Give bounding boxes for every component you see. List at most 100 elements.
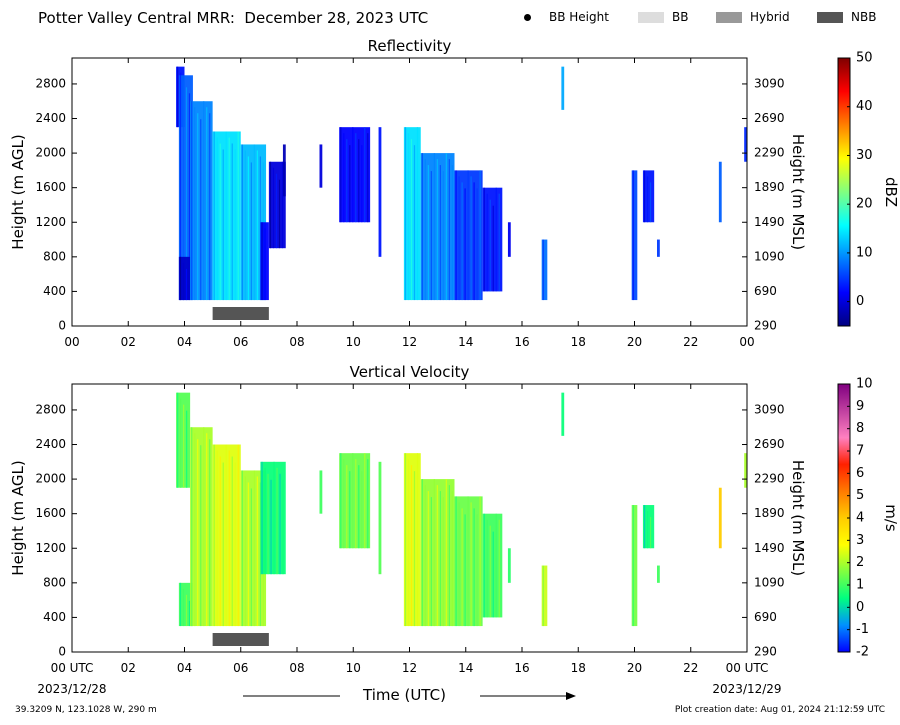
panel2-data-column-1-strip-1 xyxy=(182,588,185,627)
panel2-data-column-7-strip-7 xyxy=(361,471,363,549)
panel2-data-column-12-strip-5 xyxy=(498,519,500,618)
panel1-data-column-6-strip-0 xyxy=(261,222,263,301)
panel1-data-column-8 xyxy=(282,144,286,197)
panel2-data-column-9 xyxy=(403,453,421,627)
panel2-data-column-4-strip-5 xyxy=(256,476,258,627)
panel1-data-column-15-strip-0 xyxy=(483,187,485,292)
legend-nbb-label: NBB xyxy=(851,10,877,24)
panel1-ytick-label-1: 400 xyxy=(43,284,66,298)
panel1-data-column-4-strip-3 xyxy=(222,149,224,301)
panel2-xtick-label-4: 08 xyxy=(289,661,304,675)
panel2-colorbar-label-11: 9 xyxy=(856,399,864,414)
panel2-data-column-7-strip-3 xyxy=(349,471,351,549)
panel1-ytick-label-4: 1600 xyxy=(35,180,66,194)
panel2-colorbar-label-0: -2 xyxy=(856,645,869,660)
panel2-data-column-17-strip-1 xyxy=(646,511,649,549)
chart-title: Potter Valley Central MRR: December 28, … xyxy=(38,9,429,27)
legend-bb-label: BB xyxy=(672,10,689,24)
panel1-ylabel-right: Height (m MSL) xyxy=(789,134,807,250)
panel1-data-column-10-strip-2 xyxy=(346,139,348,223)
panel2-data-column-9-strip-2 xyxy=(410,465,413,627)
panel2-colorbar-label-7: 5 xyxy=(856,488,864,503)
panel2-colorbar-label-10: 8 xyxy=(856,421,864,436)
panel2-data-column-10-strip-0 xyxy=(421,479,423,627)
panel2-data-column-10-strip-2 xyxy=(427,491,429,627)
panel1-data-column-14-strip-6 xyxy=(473,182,475,301)
panel2-data-column-11-strip-4 xyxy=(467,496,469,627)
panel1-ytick-label-2: 800 xyxy=(43,249,66,263)
panel1-data-column-7-strip-4 xyxy=(281,161,284,249)
panel2-ytick-label-0: 0 xyxy=(58,645,66,659)
panel2-xtick-label-9: 18 xyxy=(571,661,586,675)
panel2-data-column-0-strip-1 xyxy=(180,398,182,488)
panel1-ytick-label-5: 2000 xyxy=(35,146,66,160)
panel2-ytick-right-label-6: 2690 xyxy=(754,437,785,451)
panel1-data-column-11 xyxy=(378,127,382,257)
panel2-data-column-11-strip-7 xyxy=(476,514,478,627)
panel2-data-column-9-strip-4 xyxy=(416,453,419,627)
panel1-data-column-2 xyxy=(178,256,191,301)
panel1-colorbar-label-2: 20 xyxy=(856,197,873,212)
panel2-data-column-6 xyxy=(319,470,323,514)
panel1-data-column-14-strip-7 xyxy=(476,188,478,301)
panel2-data-column-12-strip-0 xyxy=(483,513,485,618)
panel1-data-column-21 xyxy=(657,239,660,257)
panel2-colorbar-label-12: 10 xyxy=(856,377,873,392)
panel1-data-column-10-strip-5 xyxy=(355,133,357,223)
panel1-data-column-9 xyxy=(319,144,323,188)
panel1-data-column-3-strip-5 xyxy=(206,107,208,301)
panel2-data-column-9-strip-0 xyxy=(404,453,407,627)
panel1-xtick-label-5: 10 xyxy=(346,335,361,349)
panel1-data-column-7-strip-0 xyxy=(269,161,272,249)
panel2-ytick-right-label-2: 1090 xyxy=(754,575,785,589)
panel2-data-column-10-strip-5 xyxy=(436,485,438,627)
panel1-data-column-15-strip-2 xyxy=(489,199,491,292)
panel2-data-column-14 xyxy=(541,565,548,627)
panel1-data-column-13-strip-9 xyxy=(448,159,450,301)
panel2-data-column-0-strip-0 xyxy=(177,392,179,488)
panel2-data-column-11-strip-8 xyxy=(479,496,481,627)
panel2-data-column-4-strip-3 xyxy=(250,488,252,627)
panel2-colorbar-label-5: 3 xyxy=(856,533,864,548)
panel1-data-column-15-strip-4 xyxy=(495,187,497,292)
panel2-data-column-1-strip-0 xyxy=(179,582,182,627)
panel1-data-column-10-strip-8 xyxy=(364,127,366,223)
plot-creation-date: Plot creation date: Aug 01, 2024 21:12:5… xyxy=(674,705,885,715)
panel2-nbb-band xyxy=(212,633,269,646)
panel2-data-column-2-strip-2 xyxy=(197,439,199,627)
panel1-data-column-13-strip-6 xyxy=(439,165,441,301)
panel2-ytick-right-label-3: 1490 xyxy=(754,541,785,555)
panel1-data-column-10-strip-3 xyxy=(349,145,351,223)
panel2-colorbar-label-6: 4 xyxy=(856,511,864,526)
panel2-data-column-11-strip-2 xyxy=(461,508,463,627)
panel1-data-column-14-strip-2 xyxy=(461,182,463,301)
panel2-data-column-5-strip-3 xyxy=(270,479,272,575)
panel2-data-column-4-strip-2 xyxy=(247,482,249,627)
panel1-data-column-13-strip-7 xyxy=(442,171,444,301)
panel2-data-column-13 xyxy=(507,548,511,583)
panel1-data-column-15-strip-1 xyxy=(486,193,488,292)
panel2-data-column-3-strip-6 xyxy=(231,456,233,627)
panel2-data-column-7-strip-4 xyxy=(352,453,354,549)
panel2-data-column-4-strip-0 xyxy=(241,470,243,627)
legend-bb: BB xyxy=(638,10,688,24)
panel2-data-column-3-strip-1 xyxy=(216,450,218,627)
legend-bb-height-label: BB Height xyxy=(549,10,609,24)
panel1-xtick-label-12: 00 xyxy=(739,335,754,349)
panel1-ytick-right-label-7: 3090 xyxy=(754,76,785,90)
panel1-data-column-12-strip-4 xyxy=(416,127,419,301)
panel1-nbb-band xyxy=(212,307,269,320)
panel2-data-column-12-strip-4 xyxy=(495,513,497,618)
panel1-colorbar-label-3: 30 xyxy=(856,148,873,163)
panel1-data-column-18 xyxy=(561,66,565,110)
panel1-data-column-4-strip-8 xyxy=(237,131,239,301)
panel2-data-column-2-strip-0 xyxy=(191,427,193,627)
panel1-xtick-label-0: 00 xyxy=(64,335,79,349)
panel1-data-column-20-strip-1 xyxy=(646,176,649,223)
panel2-xtick-label-2: 04 xyxy=(177,661,192,675)
panel2-data-column-4-strip-4 xyxy=(253,470,255,627)
panel1-data-column-2-strip-0 xyxy=(179,256,182,301)
legend-hybrid-label: Hybrid xyxy=(750,10,790,24)
panel1-data-column-10-strip-6 xyxy=(358,139,360,223)
